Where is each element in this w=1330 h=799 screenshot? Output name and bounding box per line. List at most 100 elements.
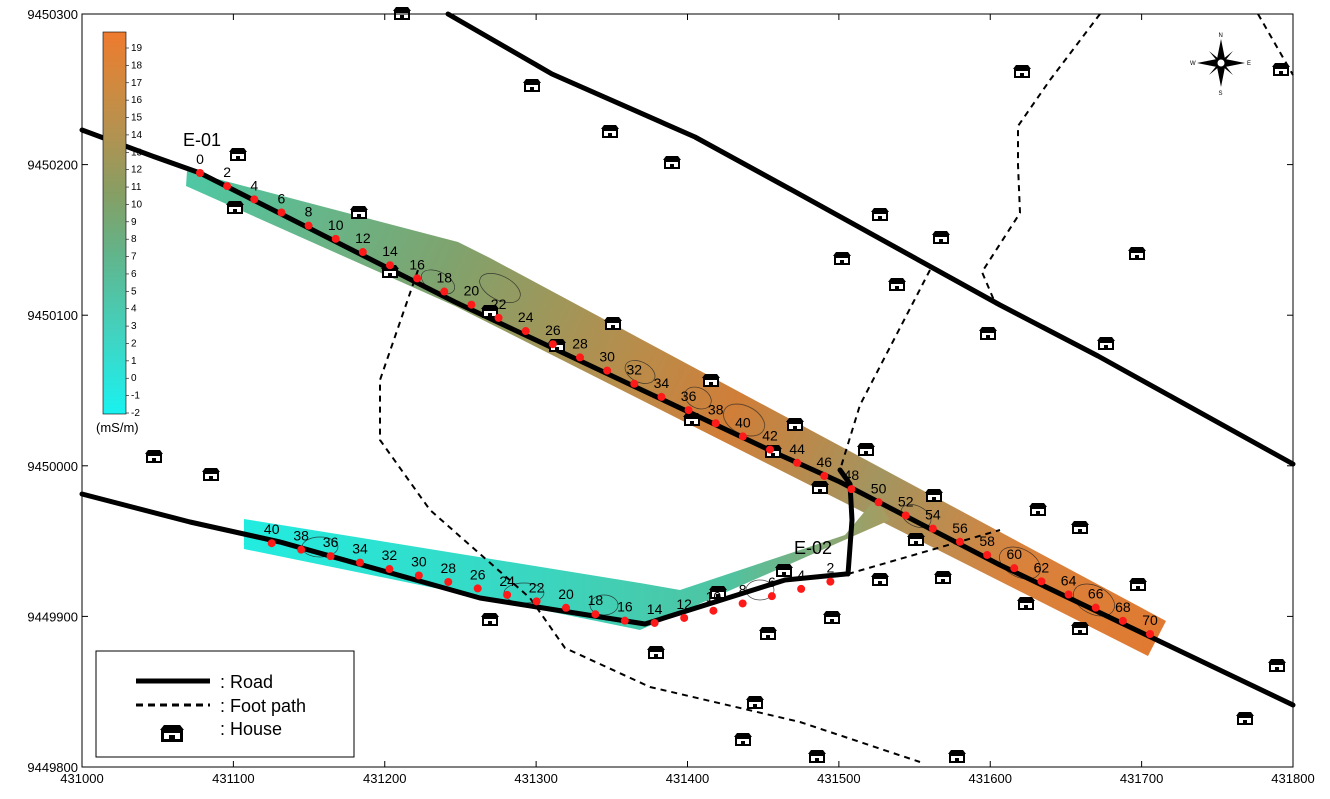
house-icon	[393, 7, 411, 20]
station-label-e02: 26	[470, 566, 486, 582]
electrode-dot	[1010, 564, 1019, 573]
legend-foot-path-label: : Foot path	[220, 696, 306, 716]
profile-label-e01: E-01	[183, 130, 221, 150]
y-tick-label: 9449900	[27, 609, 78, 624]
house-icon	[663, 156, 681, 169]
electrode-dot	[738, 599, 747, 608]
roads	[79, 11, 1296, 708]
x-tick-label: 431700	[1120, 771, 1163, 786]
electrode-dot	[847, 485, 856, 494]
station-label-e02: 12	[676, 596, 692, 612]
station-label-e01: 52	[898, 493, 914, 509]
station-label-e02: 14	[647, 601, 663, 617]
electrode-dot	[820, 471, 829, 480]
house-icon	[833, 252, 851, 265]
electrode-dot	[267, 539, 276, 548]
station-label-e02: 8	[739, 581, 747, 597]
axis-ticks	[81, 13, 1294, 768]
house-icon	[202, 468, 220, 481]
house-icon	[823, 611, 841, 624]
house-icon	[948, 750, 966, 763]
colorbar-tick-label: 8	[131, 234, 137, 245]
house-icon	[934, 571, 952, 584]
house-icon	[350, 206, 368, 219]
station-labels: 0246810121416182022242628303234363840424…	[196, 151, 1158, 628]
house-icon	[160, 725, 184, 742]
x-tick-label: 431400	[666, 771, 709, 786]
station-label-e01: 60	[1006, 546, 1022, 562]
electrode-dot	[711, 419, 720, 428]
station-label-e02: 38	[293, 528, 309, 544]
station-label-e02: 34	[352, 541, 368, 557]
house-icon	[604, 317, 622, 330]
electrode-dot	[650, 618, 659, 627]
profile-label-e02: E-02	[794, 538, 832, 558]
colorbar-tick-label: 0	[131, 373, 137, 384]
house-icon	[871, 208, 889, 221]
house-icon	[786, 418, 804, 431]
house-icon	[857, 443, 875, 456]
x-tick-label: 431300	[514, 771, 557, 786]
station-label-e01: 64	[1061, 572, 1077, 588]
colorbar-tick-label: 16	[131, 95, 143, 106]
profile-e02-band	[244, 498, 890, 630]
colorbar-tick-label: 7	[131, 252, 137, 263]
y-tick-label: 9449800	[27, 760, 78, 775]
electrode-dot	[766, 445, 774, 454]
compass-rose-icon: N S E W	[1190, 33, 1251, 97]
electrode-dot	[503, 590, 512, 599]
house-icon	[1013, 65, 1031, 78]
electrode-dot	[1037, 577, 1046, 586]
colorbar-tick-label: 19	[131, 43, 143, 54]
houses	[145, 7, 1290, 763]
electrode-dot	[793, 458, 802, 467]
electrode-dot	[304, 221, 313, 230]
station-label-e01: 54	[925, 507, 941, 523]
colorbar-tick-label: -2	[131, 408, 140, 419]
electrode-dot	[603, 366, 612, 375]
colorbar-tick-label: 6	[131, 269, 137, 280]
compass-s: S	[1219, 91, 1223, 97]
station-label-e02: 2	[826, 560, 834, 576]
y-tick-label: 9450000	[27, 459, 78, 474]
house-icon	[746, 696, 764, 709]
x-tick-label: 431200	[363, 771, 406, 786]
electrode-dot	[657, 392, 666, 401]
station-label-e01: 6	[278, 191, 286, 207]
station-label-e01: 44	[789, 441, 805, 457]
colorbar-tick-label: 9	[131, 217, 137, 228]
house-icon	[811, 481, 829, 494]
legend-road-label: : Road	[220, 672, 273, 692]
x-axis-labels: 431000 431100 431200 431300 431400 431500 4316…	[60, 771, 1314, 786]
electrode-dot	[356, 558, 365, 567]
house-icon	[1017, 597, 1035, 610]
electrode-dot	[444, 577, 453, 586]
colorbar-tick-label: 3	[131, 321, 137, 332]
house-icon	[481, 305, 499, 318]
house-icon	[1268, 659, 1286, 672]
house-icon	[601, 125, 619, 138]
house-icon	[1272, 63, 1290, 76]
electrode-dot	[548, 340, 557, 349]
colorbar-tick-label: 4	[131, 304, 137, 315]
station-label-e01: 38	[708, 401, 724, 417]
electrode-dot	[532, 597, 541, 606]
station-label-e02: 40	[264, 521, 280, 537]
station-label-e01: 16	[409, 256, 425, 272]
x-tick-label: 431800	[1271, 771, 1314, 786]
house-icon	[871, 573, 889, 586]
colorbar-tick-label: 13	[131, 147, 143, 158]
electrode-dot	[250, 195, 259, 204]
electrode-dot	[521, 327, 530, 336]
road-e01	[79, 127, 1296, 708]
station-label-e01: 28	[572, 335, 588, 351]
station-label-e02: 24	[499, 573, 515, 589]
house-icon	[702, 374, 720, 387]
x-tick-label: 431100	[212, 771, 254, 786]
house-icon	[932, 231, 950, 244]
colorbar-tick-label: 1	[131, 356, 137, 367]
electrode-dot	[562, 603, 571, 612]
station-label-e01: 14	[382, 243, 398, 259]
electrode-dot	[440, 287, 449, 296]
electrode-dot	[473, 584, 482, 593]
